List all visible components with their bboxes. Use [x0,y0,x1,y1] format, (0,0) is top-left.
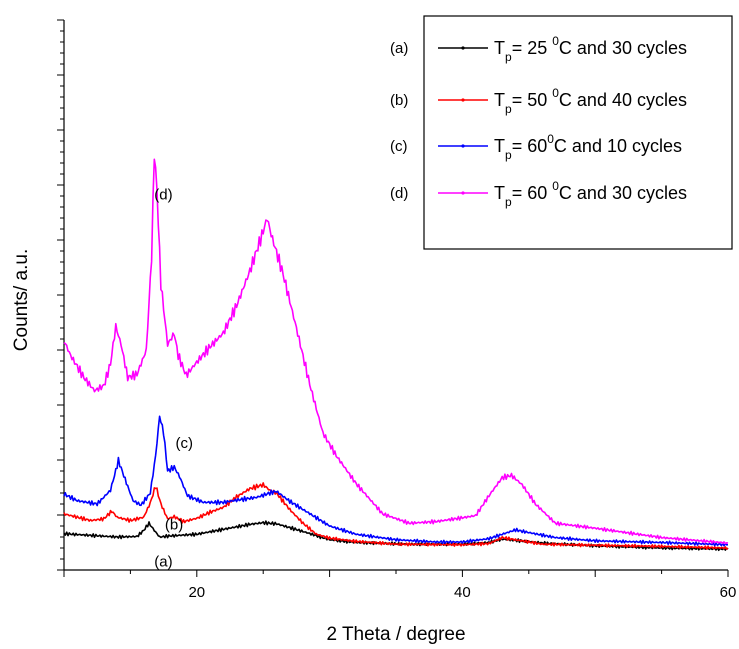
legend-label-post: C and 40 cycles [559,90,687,110]
legend-label-post: C and 30 cycles [559,38,687,58]
legend-tag-c: (c) [390,138,408,155]
legend-label-pre: T [494,183,505,203]
series-layer [63,158,729,552]
legend-label-mid: = 25 [512,38,553,58]
x-tick-label: 20 [188,584,205,601]
legend-marker-c [461,144,465,148]
legend-label-pre: T [494,90,505,110]
peak-label-d: (d) [154,186,172,203]
legend-label-b: Tp= 50 0C and 40 cycles [494,86,687,116]
legend-label-post: C and 10 cycles [554,136,682,156]
legend-label-pre: T [494,38,505,58]
legend-label-sub: p [505,102,512,116]
legend-marker-b [461,98,465,102]
series-line-c [63,415,729,547]
peak-labels: (a) (b) (c) (d) [154,186,193,570]
legend-tag-a: (a) [390,40,408,57]
series-line-b [63,482,729,550]
x-axis-title: 2 Theta / degree [326,624,465,645]
legend-label-sup: 0 [552,34,559,48]
legend: (a) Tp= 25 0C and 30 cycles(b) Tp= 50 0C a… [390,15,733,250]
series-line-d [63,158,729,545]
legend-label-mid: = 60 [512,136,548,156]
peak-label-a: (a) [154,554,172,571]
peak-label-b: (b) [165,516,183,533]
legend-label-pre: T [494,136,505,156]
legend-label-sub: p [505,195,512,209]
legend-label-sub: p [505,148,512,162]
legend-marker-a [461,46,465,50]
y-ticks [57,19,64,571]
legend-label-mid: = 50 [512,90,553,110]
legend-label-c: Tp= 600C and 10 cycles [494,132,682,162]
legend-label-sup: 0 [552,179,559,193]
legend-label-d: Tp= 60 0C and 30 cycles [494,179,687,209]
y-axis-title: Counts/ a.u. [11,249,32,351]
legend-marker-d [461,191,465,195]
legend-tag-b: (b) [390,92,408,109]
legend-label-mid: = 60 [512,183,553,203]
legend-tag-d: (d) [390,185,408,202]
legend-label-sub: p [505,50,512,64]
legend-box [423,15,733,250]
legend-label-a: Tp= 25 0C and 30 cycles [494,34,687,64]
peak-label-c: (c) [176,435,194,452]
x-tick-label: 60 [720,584,737,601]
x-ticks: 20 40 60 [63,570,737,601]
x-tick-label: 40 [454,584,471,601]
legend-label-sup: 0 [552,86,559,100]
legend-label-sup: 0 [547,132,554,146]
legend-label-post: C and 30 cycles [559,183,687,203]
